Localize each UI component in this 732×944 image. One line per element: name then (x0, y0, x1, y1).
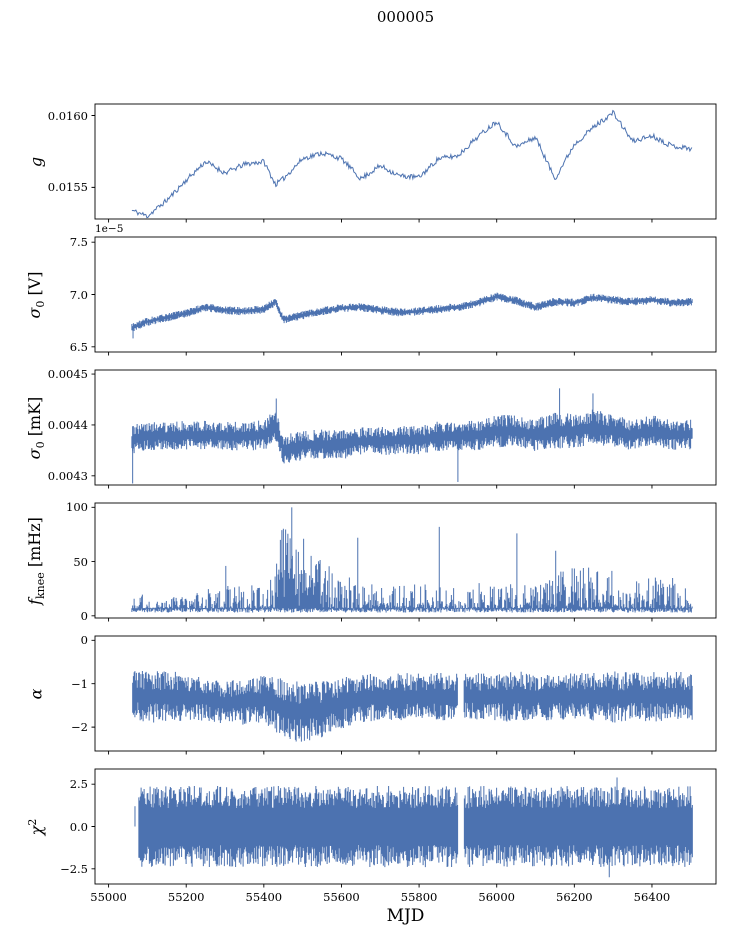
y-axis-label-sigma0-v: σ0 [V] (25, 271, 47, 318)
y-tick-label: 7.5 (69, 235, 88, 250)
y-axis-label-sub: 0 (34, 300, 47, 308)
x-tick-label: 56000 (478, 890, 515, 904)
x-tick-label: 55000 (90, 890, 127, 904)
x-tick-label: 55600 (323, 890, 360, 904)
y-axis-label-sigma0-mk: σ0 [mK] (25, 396, 47, 459)
y-axis-label-fknee: fknee [mHz] (25, 517, 47, 605)
y-axis-label-main: χ (27, 825, 46, 835)
x-tick-label: 56200 (556, 890, 593, 904)
x-tick-label: 55200 (167, 890, 205, 904)
y-axis-label-main: f (25, 598, 44, 605)
y-axis-label-main: σ (25, 307, 44, 319)
y-tick-label: 50 (73, 554, 88, 569)
y-axis-label-sup: 2 (26, 818, 39, 826)
y-tick-label: −2.5 (60, 861, 88, 876)
x-tick-label: 55400 (245, 890, 283, 904)
y-tick-label: 6.5 (69, 339, 88, 354)
y-axis-label-sub: knee (34, 571, 47, 599)
figure-title: 000005 (376, 8, 435, 26)
y-tick-label: 0.0 (69, 819, 88, 834)
y-tick-label: 0.0160 (47, 108, 88, 123)
y-axis-label-sub: 0 (34, 440, 47, 448)
y-axis-label-main: σ (25, 447, 44, 459)
y-tick-label: 0.0155 (47, 180, 88, 195)
y-tick-label: 2.5 (69, 777, 88, 792)
y-axis-label-alpha: α (27, 688, 46, 699)
x-tick-label: 56400 (633, 890, 671, 904)
y-tick-label: 0.0043 (47, 468, 88, 483)
x-axis-label: MJD (386, 906, 425, 926)
y-tick-label: 0 (80, 633, 88, 648)
y-tick-label: 7.0 (69, 287, 88, 302)
y-tick-label: −1 (71, 676, 88, 691)
y-axis-label-chi2: χ2 (26, 818, 46, 835)
y-axis-label-g: g (27, 156, 46, 166)
y-tick-label: 100 (66, 500, 88, 515)
y-tick-label: 0 (80, 608, 88, 623)
y-axis-label-rest: [V] (25, 270, 44, 301)
y-axis-label-rest: [mK] (25, 396, 44, 441)
x-tick-label: 55800 (400, 890, 438, 904)
y-axis-label-rest: [mHz] (25, 516, 44, 572)
y-axis-label-main: α (26, 688, 46, 699)
axis-offset-text: 1e−5 (95, 223, 124, 235)
y-tick-label: 0.0044 (47, 417, 88, 432)
y-tick-label: 0.0045 (47, 367, 88, 382)
y-tick-label: −2 (71, 720, 88, 735)
y-axis-label-main: g (26, 156, 46, 167)
